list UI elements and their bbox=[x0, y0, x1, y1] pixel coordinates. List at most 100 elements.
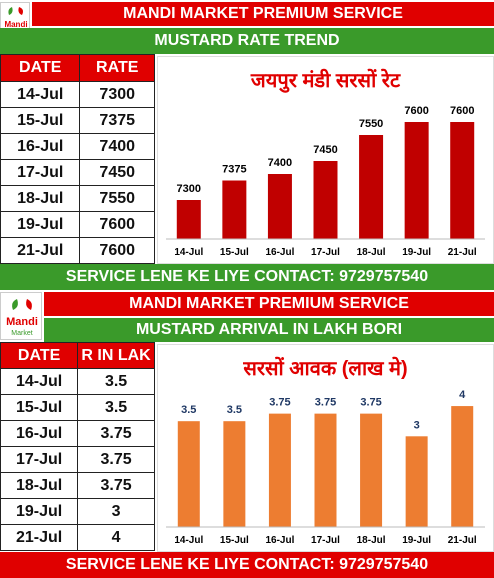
arrival-table-value-cell: 3.5 bbox=[77, 394, 155, 421]
chart-bar bbox=[360, 413, 383, 527]
logo-text: Mandi bbox=[4, 20, 27, 29]
bar-data-label: 3.75 bbox=[269, 397, 290, 409]
rate-table-row: 14-Jul 7300 bbox=[0, 81, 155, 108]
chart-title: सरसों आवक (लाख मे) bbox=[242, 356, 407, 380]
rate-table-value-cell: 7600 bbox=[79, 237, 155, 264]
section2-header: MANDI MARKET PREMIUM SERVICE bbox=[44, 292, 494, 316]
rate-bar-chart: जयपुर मंडी सरसों रेट 7300 14-Jul 7375 15-Jul… bbox=[166, 68, 485, 258]
rate-table-date-cell: 15-Jul bbox=[0, 107, 81, 134]
x-tick-label: 17-Jul bbox=[311, 247, 340, 258]
x-tick-label: 14-Jul bbox=[174, 247, 203, 258]
bar-data-label: 3.5 bbox=[181, 404, 196, 416]
arrival-table-value-cell: 3.75 bbox=[77, 446, 155, 473]
rate-table-value-cell: 7300 bbox=[79, 81, 155, 108]
arrival-table-date-cell: 21-Jul bbox=[0, 524, 79, 551]
chart-bar bbox=[404, 122, 429, 239]
rate-table-value-cell: 7550 bbox=[79, 185, 155, 212]
arrival-table-row: 21-Jul 4 bbox=[0, 524, 155, 551]
rate-table-value-cell: 7400 bbox=[79, 133, 155, 160]
rate-table-date-cell: 18-Jul bbox=[0, 185, 81, 212]
bar-data-label: 3.75 bbox=[360, 397, 381, 409]
bar-data-label: 7550 bbox=[359, 118, 383, 130]
chart-bar bbox=[359, 135, 384, 239]
x-tick-label: 21-Jul bbox=[448, 535, 477, 546]
rate-chart-area: जयपुर मंडी सरसों रेट 7300 14-Jul 7375 15-Jul… bbox=[157, 56, 494, 264]
rate-table-value-cell: 7600 bbox=[79, 211, 155, 238]
rate-table-rate-header: RATE bbox=[79, 54, 155, 82]
chart-bar bbox=[177, 421, 200, 527]
rate-table-value-cell: 7450 bbox=[79, 159, 155, 186]
x-tick-label: 21-Jul bbox=[448, 247, 477, 258]
rate-table-row: 21-Jul 7600 bbox=[0, 237, 155, 264]
chart-bar bbox=[222, 180, 247, 239]
logo-subtext: Market bbox=[11, 330, 32, 337]
rate-table-row: 18-Jul 7550 bbox=[0, 185, 155, 212]
x-tick-label: 15-Jul bbox=[220, 247, 249, 258]
x-tick-label: 18-Jul bbox=[357, 535, 386, 546]
arrival-table-row: 18-Jul 3.75 bbox=[0, 472, 155, 499]
arrival-table-date-cell: 19-Jul bbox=[0, 498, 79, 525]
chart-bar bbox=[450, 122, 475, 239]
rate-table-date-header: DATE bbox=[0, 54, 81, 82]
arrival-table-row: 14-Jul 3.5 bbox=[0, 368, 155, 395]
bar-data-label: 7600 bbox=[450, 105, 474, 117]
rate-table-row: 19-Jul 7600 bbox=[0, 211, 155, 238]
chart-bar bbox=[405, 436, 428, 527]
chart-bar bbox=[176, 200, 201, 239]
arrival-table-value-header: R IN LAK bbox=[77, 342, 155, 369]
arrival-table-value-cell: 3 bbox=[77, 498, 155, 525]
bar-data-label: 4 bbox=[459, 389, 466, 401]
arrival-table-value-cell: 3.75 bbox=[77, 420, 155, 447]
arrival-table-value-cell: 3.5 bbox=[77, 368, 155, 395]
bar-data-label: 7375 bbox=[222, 164, 246, 176]
rate-table-date-cell: 19-Jul bbox=[0, 211, 81, 238]
x-tick-label: 19-Jul bbox=[402, 535, 431, 546]
chart-bar bbox=[223, 421, 246, 527]
rate-table-date-cell: 16-Jul bbox=[0, 133, 81, 160]
bar-data-label: 7450 bbox=[313, 144, 337, 156]
x-tick-label: 18-Jul bbox=[357, 247, 386, 258]
rate-table-date-cell: 21-Jul bbox=[0, 237, 81, 264]
arrival-chart-area: सरसों आवक (लाख मे) 3.5 14-Jul 3.5 15-Jul 3.75… bbox=[157, 344, 494, 552]
section2-subheader: MUSTARD ARRIVAL IN LAKH BORI bbox=[44, 318, 494, 342]
arrival-table-value-cell: 4 bbox=[77, 524, 155, 551]
arrival-table-row: 16-Jul 3.75 bbox=[0, 420, 155, 447]
x-tick-label: 16-Jul bbox=[265, 535, 294, 546]
rate-table-date-cell: 17-Jul bbox=[0, 159, 81, 186]
chart-bar bbox=[314, 413, 337, 527]
x-tick-label: 16-Jul bbox=[265, 247, 294, 258]
arrival-table-date-header: DATE bbox=[0, 342, 79, 369]
x-tick-label: 17-Jul bbox=[311, 535, 340, 546]
x-tick-label: 19-Jul bbox=[402, 247, 431, 258]
rate-table-date-cell: 14-Jul bbox=[0, 81, 81, 108]
chart-bar bbox=[451, 406, 474, 527]
rate-table: DATE RATE 14-Jul 7300 15-Jul 7375 16-Jul 7400… bbox=[0, 54, 155, 264]
bar-data-label: 3.5 bbox=[227, 404, 242, 416]
bar-data-label: 3 bbox=[414, 419, 420, 431]
rate-table-row: 16-Jul 7400 bbox=[0, 133, 155, 160]
section1-contact-banner: SERVICE LENE KE LIYE CONTACT: 9729757540 bbox=[0, 264, 494, 290]
arrival-table-row: 17-Jul 3.75 bbox=[0, 446, 155, 473]
chart-title: जयपुर मंडी सरसों रेट bbox=[250, 68, 401, 93]
arrival-table: DATE R IN LAK 14-Jul 3.5 15-Jul 3.5 16-Jul 3.… bbox=[0, 342, 155, 551]
mandi-market-logo-2: Mandi Market bbox=[0, 292, 42, 340]
arrival-table-row: 19-Jul 3 bbox=[0, 498, 155, 525]
bar-data-label: 7300 bbox=[177, 183, 201, 195]
rate-table-value-cell: 7375 bbox=[79, 107, 155, 134]
arrival-table-row: 15-Jul 3.5 bbox=[0, 394, 155, 421]
arrival-table-value-cell: 3.75 bbox=[77, 472, 155, 499]
chart-bar bbox=[267, 174, 292, 239]
chart-bar bbox=[268, 413, 291, 527]
rate-table-row: 15-Jul 7375 bbox=[0, 107, 155, 134]
section2-contact-banner: SERVICE LENE KE LIYE CONTACT: 9729757540 bbox=[0, 552, 494, 578]
arrival-table-date-cell: 17-Jul bbox=[0, 446, 79, 473]
bar-data-label: 3.75 bbox=[315, 397, 336, 409]
leaf-logo-icon: Mandi Market bbox=[6, 299, 38, 337]
section1-subheader: MUSTARD RATE TREND bbox=[0, 28, 494, 54]
arrival-table-date-cell: 15-Jul bbox=[0, 394, 79, 421]
arrival-table-date-cell: 14-Jul bbox=[0, 368, 79, 395]
arrival-table-date-cell: 18-Jul bbox=[0, 472, 79, 499]
bar-data-label: 7400 bbox=[268, 157, 292, 169]
section1-header: MANDI MARKET PREMIUM SERVICE bbox=[32, 2, 494, 26]
x-tick-label: 14-Jul bbox=[174, 535, 203, 546]
